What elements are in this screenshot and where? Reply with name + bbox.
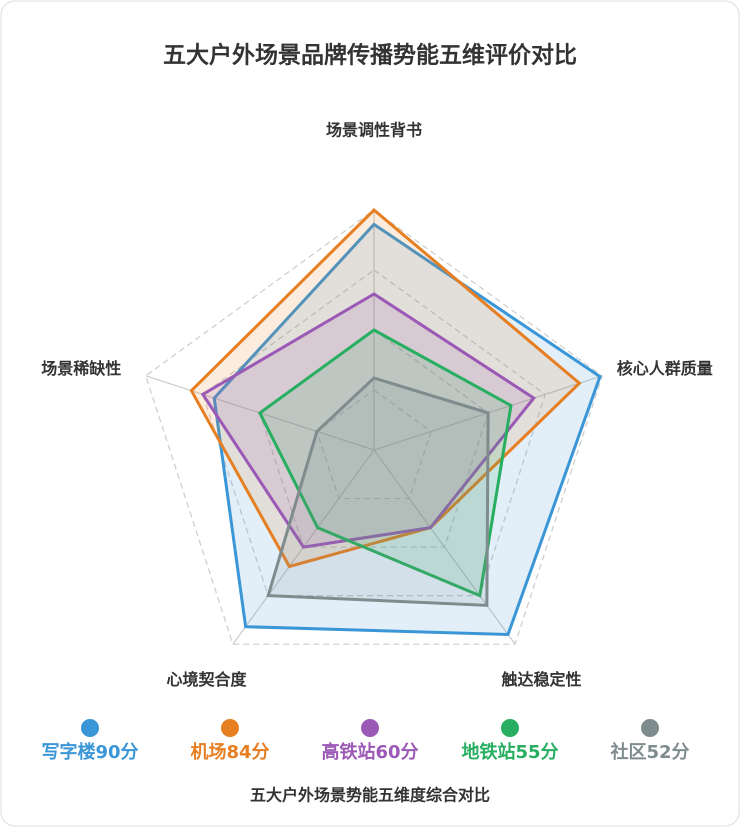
legend-marker <box>501 719 519 737</box>
grid-ring <box>145 209 603 645</box>
series-area <box>257 328 513 598</box>
series-area <box>189 207 582 569</box>
axis-label: 触达稳定性 <box>501 670 582 689</box>
chart-subtitle: 五大户外场景势能五维度综合对比 <box>250 786 490 805</box>
series-area <box>200 292 536 549</box>
series-area <box>266 376 490 607</box>
axis-label: 场景稀缺性 <box>41 359 121 378</box>
legend-marker <box>641 719 659 737</box>
axis-label: 心境契合度 <box>166 670 247 689</box>
legend-label: 地铁站55分 <box>461 741 558 763</box>
legend-label: 高铁站60分 <box>321 741 418 763</box>
grid-ring <box>259 329 489 548</box>
legend-label: 机场84分 <box>190 742 269 763</box>
axis-label: 场景调性背书 <box>326 121 422 140</box>
series-area <box>212 222 602 636</box>
axis-line <box>373 449 516 645</box>
legend-label: 社区52分 <box>610 741 689 763</box>
chart-title: 五大户外场景品牌传播势能五维评价对比 <box>163 42 577 69</box>
legend-marker <box>221 719 239 737</box>
axis-label: 核心人群质量 <box>617 359 713 378</box>
legend-marker <box>361 719 379 737</box>
grid-ring <box>202 269 546 597</box>
legend-label: 写字楼90分 <box>41 741 138 763</box>
legend-marker <box>81 719 99 737</box>
